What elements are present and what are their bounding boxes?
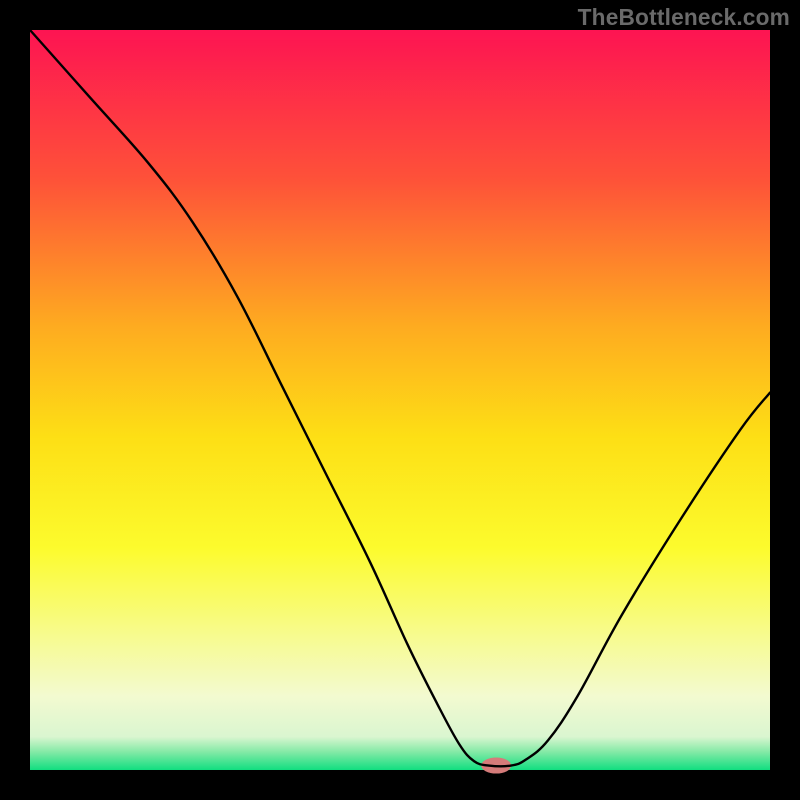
bottleneck-chart (0, 0, 800, 800)
chart-stage: TheBottleneck.com (0, 0, 800, 800)
watermark-text: TheBottleneck.com (578, 4, 790, 31)
chart-background-gradient (30, 30, 770, 770)
